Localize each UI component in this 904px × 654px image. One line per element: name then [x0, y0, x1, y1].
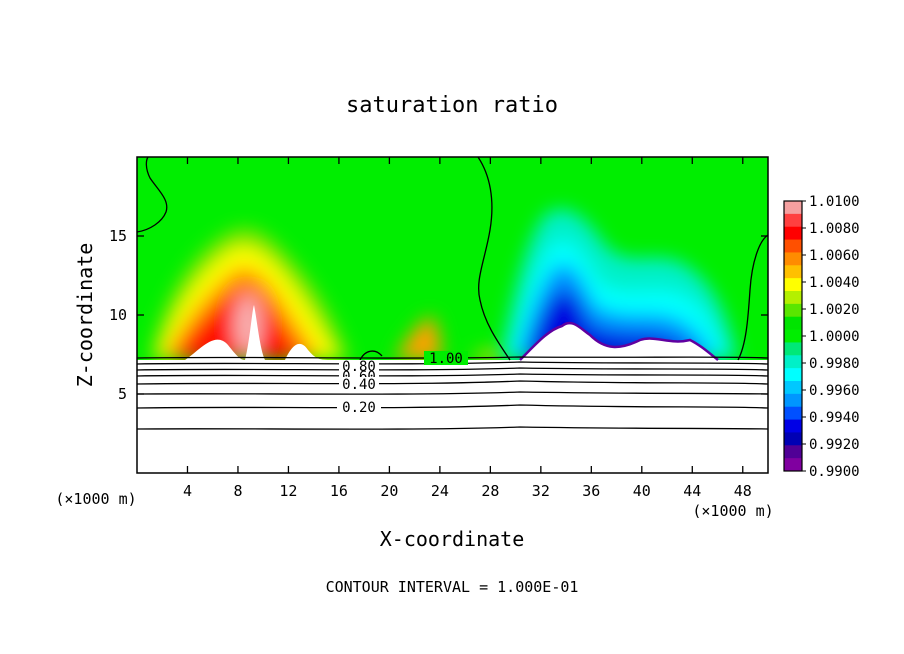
x-tick-label: 44 — [683, 482, 701, 500]
contour-interval-footer: CONTOUR INTERVAL = 1.000E-01 — [326, 578, 579, 596]
chart-title: saturation ratio — [346, 93, 558, 118]
colorbar-swatch — [784, 226, 802, 241]
colorbar-swatch — [784, 406, 802, 421]
colorbar-tick-label: 0.9960 — [809, 383, 860, 399]
colorbar: 1.0100 1.0080 1.0060 1.0040 1.0020 1.0000 0.99… — [783, 194, 860, 480]
colorbar-swatch — [784, 303, 802, 318]
colorbar-tick-label: 1.0040 — [809, 275, 860, 291]
colorbar-swatch — [784, 432, 802, 446]
supersaturated-plume — [150, 228, 505, 360]
heatmap-field: 1.00 0.80 0.60 0.40 0.20 — [137, 157, 768, 473]
colorbar-swatch — [784, 265, 802, 279]
y-axis-ticks: 5 10 15 — [109, 227, 768, 403]
colorbar-swatch — [784, 316, 802, 331]
x-unit-label-right: (×1000 m) — [692, 502, 773, 520]
colorbar-swatch — [784, 291, 802, 305]
horizontal-contours — [137, 356, 768, 430]
x-tick-label: 16 — [330, 482, 348, 500]
colorbar-tick-label: 1.0020 — [809, 302, 860, 318]
colorbar-swatch — [784, 342, 802, 356]
colorbar-swatch — [784, 381, 802, 395]
x-unit-label: (×1000 m) — [55, 490, 136, 508]
colorbar-tick-label: 1.0080 — [809, 221, 860, 237]
x-tick-label: 40 — [633, 482, 651, 500]
y-tick-label: 15 — [109, 227, 127, 245]
x-tick-label: 8 — [233, 482, 242, 500]
x-tick-label: 24 — [431, 482, 449, 500]
contour-label-0.20: 0.20 — [342, 400, 376, 416]
colorbar-tick-label: 0.9920 — [809, 437, 860, 453]
colorbar-swatch — [784, 329, 802, 343]
colorbar-swatch — [784, 252, 802, 266]
contour-label-0.40: 0.40 — [342, 377, 376, 393]
colorbar-swatch — [784, 239, 802, 253]
colorbar-swatch — [784, 213, 802, 228]
contour-labels: 1.00 0.80 0.60 0.40 0.20 — [337, 351, 468, 416]
colorbar-swatch — [784, 445, 802, 459]
colorbar-tick-label: 0.9980 — [809, 356, 860, 372]
colorbar-swatch — [784, 278, 802, 292]
x-tick-label: 32 — [532, 482, 550, 500]
colorbar-swatch — [784, 368, 802, 382]
masked-regions — [137, 305, 768, 473]
contour-label-1.00: 1.00 — [429, 351, 463, 367]
x-axis-ticks: 4 8 12 16 20 24 28 32 36 40 44 48 — [183, 157, 752, 500]
x-tick-label: 48 — [734, 482, 752, 500]
colorbar-tick-label: 0.9900 — [809, 464, 860, 480]
y-tick-label: 5 — [118, 385, 127, 403]
colorbar-swatch — [784, 419, 802, 433]
x-tick-label: 20 — [380, 482, 398, 500]
y-tick-label: 10 — [109, 306, 127, 324]
colorbar-swatch — [784, 201, 802, 215]
x-tick-label: 12 — [279, 482, 297, 500]
x-axis-label: X-coordinate — [380, 527, 525, 551]
x-tick-label: 28 — [481, 482, 499, 500]
colorbar-tick-label: 0.9940 — [809, 410, 860, 426]
colorbar-swatch — [784, 458, 802, 472]
colorbar-tick-label: 1.0000 — [809, 329, 860, 345]
colorbar-swatch — [784, 393, 802, 408]
colorbar-tick-label: 1.0100 — [809, 194, 860, 210]
x-tick-label: 4 — [183, 482, 192, 500]
colorbar-tick-label: 1.0060 — [809, 248, 860, 264]
x-tick-label: 36 — [582, 482, 600, 500]
y-axis-label: Z-coordinate — [73, 243, 97, 388]
colorbar-swatch — [784, 355, 802, 369]
